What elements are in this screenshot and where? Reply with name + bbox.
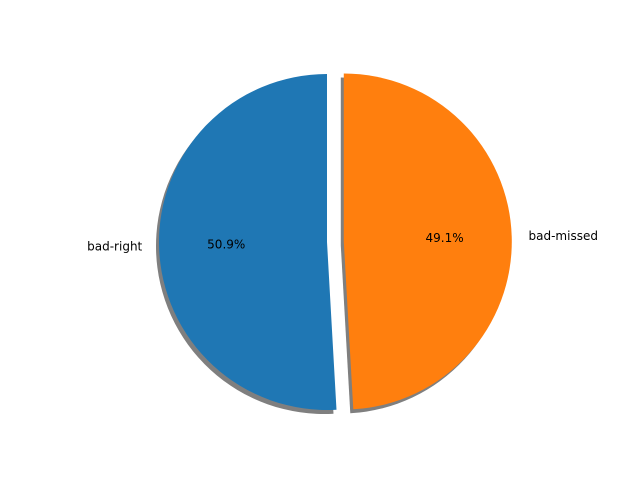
- slice-label-bad-right: bad-right: [87, 240, 142, 254]
- slice-percent-bad-right: 50.9%: [207, 237, 245, 251]
- slice-label-bad-missed: bad-missed: [529, 229, 598, 243]
- label-layer: bad-right 50.9% bad-missed 49.1%: [87, 229, 598, 254]
- pie-slice-bad-missed: [343, 73, 512, 410]
- pie-slice-bad-right: [158, 74, 337, 410]
- slice-percent-bad-missed: 49.1%: [425, 231, 463, 245]
- slice-layer: [158, 73, 512, 410]
